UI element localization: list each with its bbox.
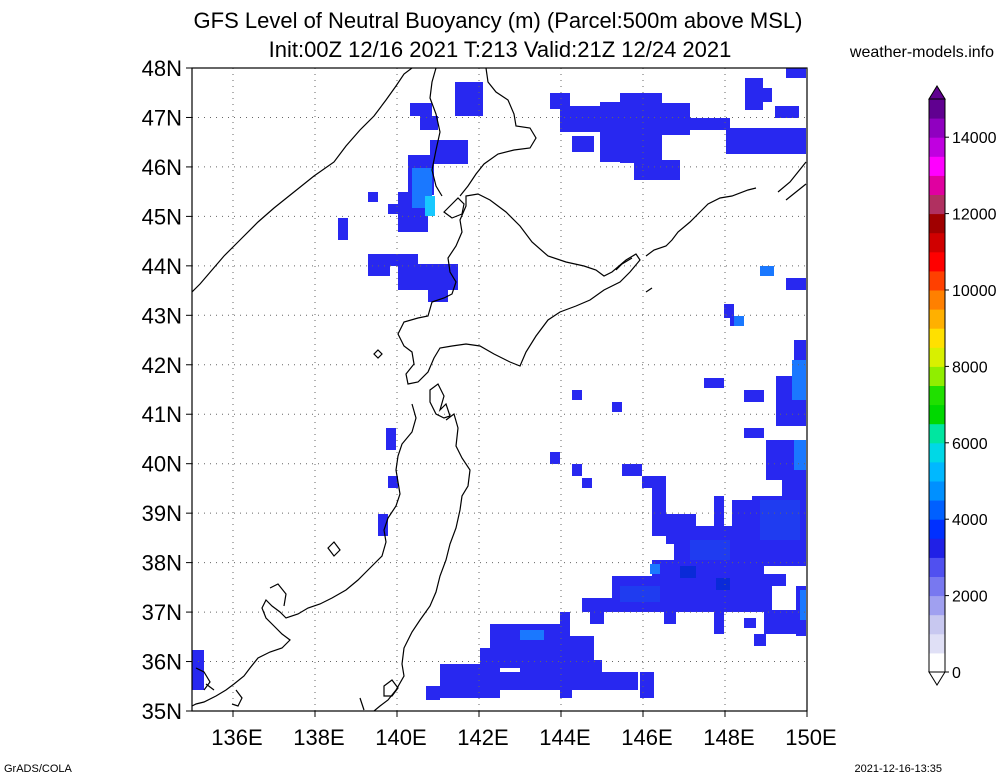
colorbar-label: 14000 [952,130,997,147]
colorbar-segment [929,175,945,195]
colorbar: 0 2000 4000 6000 8000 10000 12000 14000 [928,85,997,686]
colorbar-segment [929,270,945,291]
colorbar-segment [929,366,945,386]
lat-tick-label: 46N [142,155,182,180]
site-label: weather-models.info [849,44,994,61]
colorbar-segment [929,309,945,329]
colorbar-segment [929,232,945,253]
lat-tick-label: 42N [142,353,182,378]
colorbar-label: 2000 [952,589,988,606]
timestamp-label: 2021-12-16-13:35 [854,763,942,775]
colorbar-segment [929,347,945,367]
lat-tick-label: 37N [142,600,182,625]
coastline [192,68,807,711]
lat-tick-label: 36N [142,650,182,675]
colorbar-segment [929,614,945,635]
triangle-down-icon [928,671,946,686]
lon-tick-label: 140E [375,725,426,750]
colorbar-label: 12000 [952,207,997,224]
lat-tick-label: 48N [142,56,182,81]
colorbar-segment [929,442,945,463]
colorbar-segment [929,557,945,577]
colorbar-segment [929,633,945,654]
colorbar-segment [929,137,945,157]
colorbar-segment [929,99,945,119]
lat-tick-label: 38N [142,551,182,576]
lat-tick-label: 35N [142,699,182,724]
colorbar-segment [929,652,945,673]
lon-tick-label: 150E [785,725,836,750]
colorbar-segment [929,538,945,558]
colorbar-segment [929,118,945,138]
credit-label: GrADS/COLA [4,763,72,775]
colorbar-segment [929,461,945,482]
lnb-shading [192,68,806,700]
lat-tick-label: 45N [142,204,182,229]
map-grid [192,68,807,711]
colorbar-segment [929,251,945,272]
lon-tick-label: 138E [293,725,344,750]
triangle-up-icon [928,85,946,100]
lat-tick-label: 43N [142,303,182,328]
lon-tick-label: 136E [211,725,262,750]
colorbar-segment [929,481,945,501]
colorbar-label: 10000 [952,283,997,300]
colorbar-label: 8000 [952,359,988,376]
plot-frame [191,67,808,712]
colorbar-segment [929,595,945,616]
colorbar-segment [929,385,945,406]
colorbar-label: 0 [952,665,961,682]
lat-tick-label: 39N [142,501,182,526]
lon-tick-label: 144E [539,725,590,750]
colorbar-segment [929,290,945,310]
colorbar-segment [929,404,945,425]
lon-tick-label: 148E [703,725,754,750]
map-title: GFS Level of Neutral Buoyancy (m) (Parce… [193,8,803,33]
colorbar-segment [929,423,945,444]
lon-tick-label: 142E [457,725,508,750]
longitude-axis: 136E 138E 140E 142E 144E 146E 148E 150E [211,711,837,750]
lat-tick-label: 41N [142,402,182,427]
colorbar-segment [929,500,945,520]
lat-tick-label: 47N [142,105,182,130]
colorbar-label: 6000 [952,436,988,453]
colorbar-label: 4000 [952,512,988,529]
latitude-axis: 35N 36N 37N 38N 39N 40N 41N 42N 43N 44N 45N 46N 47N 4… [142,56,192,724]
colorbar-segment [929,328,945,348]
map-subtitle: Init:00Z 12/16 2021 T:213 Valid:21Z 12/2… [268,37,732,62]
colorbar-segment [929,194,945,215]
colorbar-segment [929,576,945,597]
colorbar-segment [929,519,945,539]
lon-tick-label: 146E [621,725,672,750]
colorbar-segment [929,213,945,234]
lat-tick-label: 44N [142,254,182,279]
lat-tick-label: 40N [142,452,182,477]
colorbar-segment [929,156,945,176]
